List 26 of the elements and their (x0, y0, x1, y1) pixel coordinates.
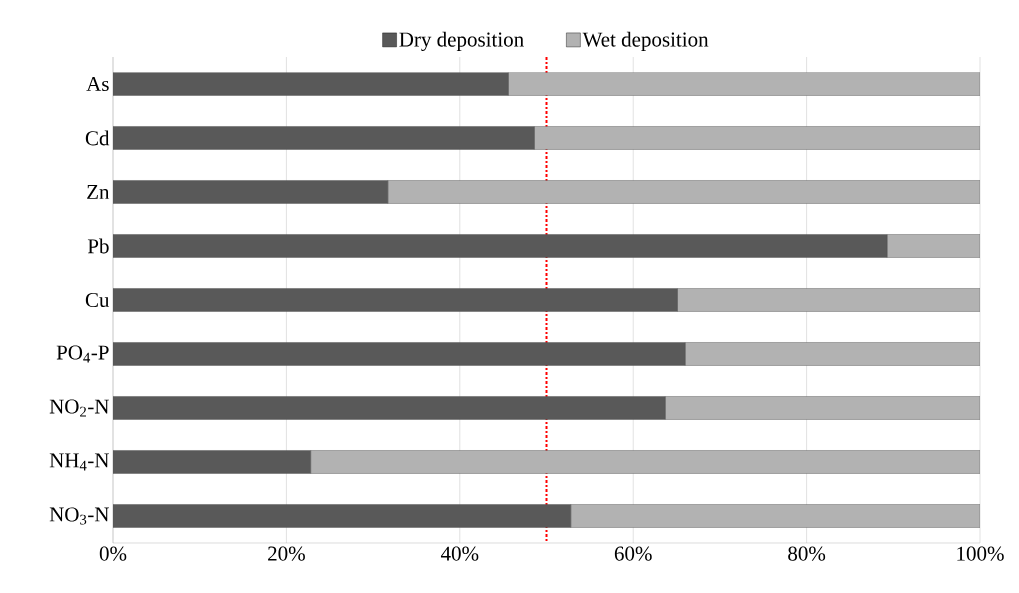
y-tick-label: As (86, 76, 109, 92)
bar (113, 450, 311, 474)
y-tick-label: NO$_{2}$-N (49, 399, 109, 417)
x-tick-label: 0% (99, 546, 127, 561)
bar (113, 180, 389, 204)
bar (113, 288, 678, 312)
y-tick-label: Zn (87, 185, 110, 199)
legend-label: Dry deposition (399, 31, 524, 51)
y-tick-label: NO$_{3}$-N (49, 507, 109, 525)
x-tick-label: 80% (788, 546, 826, 561)
y-tick-label: NH$_{4}$-N (49, 453, 109, 471)
x-tick-label: 40% (440, 546, 479, 561)
bar (113, 234, 888, 258)
y-tick-label: Pb (87, 238, 109, 254)
bar (113, 504, 571, 528)
y-tick-label: Cd (85, 130, 110, 146)
y-tick-label: PO$_{4}$-P (56, 345, 109, 363)
x-tick-label: 20% (268, 546, 305, 561)
legend-label: Wet deposition (582, 31, 709, 51)
x-tick-label: 60% (614, 546, 652, 561)
bar (113, 72, 509, 96)
bar (113, 396, 666, 420)
y-tick-label: Cu (85, 292, 110, 308)
x-tick-label: 100% (957, 546, 1004, 561)
bar (113, 126, 535, 150)
bar (113, 342, 686, 366)
